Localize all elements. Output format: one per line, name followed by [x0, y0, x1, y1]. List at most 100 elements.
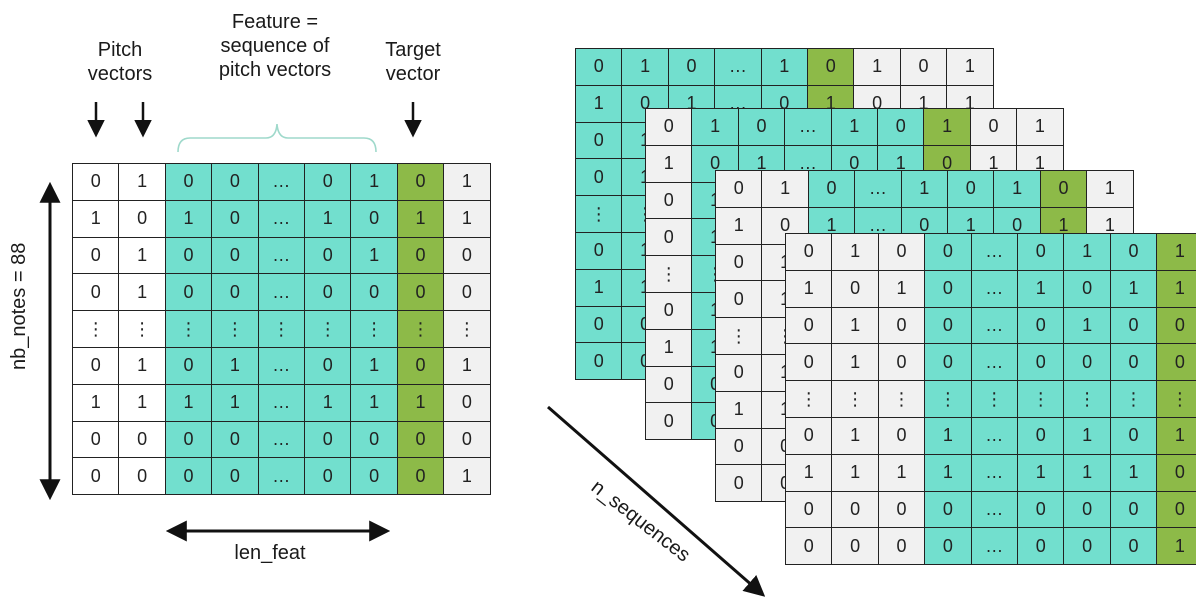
matrix-cell: … [970, 233, 1018, 271]
feature-brace [177, 123, 377, 153]
matrix-cell: 1 [830, 108, 878, 146]
matrix-cell: 0 [72, 236, 120, 275]
matrix-cell: 1 [118, 383, 166, 422]
matrix-cell: 0 [877, 233, 926, 271]
matrix-cell: 0 [645, 292, 693, 330]
matrix-cell: … [257, 383, 305, 422]
matrix-cell: … [970, 417, 1018, 455]
matrix-cell: 1 [1063, 453, 1111, 492]
matrix-cell: 0 [1039, 170, 1088, 208]
matrix-cell: … [854, 170, 902, 208]
matrix-cell: ⋮ [970, 380, 1018, 418]
matrix-cell: 0 [164, 420, 213, 459]
matrix-cell: 0 [785, 490, 833, 529]
matrix-cell: 1 [1156, 233, 1196, 271]
matrix-cell: 0 [350, 273, 398, 312]
matrix-cell: 1 [1156, 417, 1196, 455]
matrix-cell: 1 [831, 306, 879, 345]
matrix-cell: 1 [1109, 453, 1158, 492]
matrix-cell: 1 [443, 163, 491, 201]
matrix-cell: 0 [924, 527, 972, 566]
matrix-cell: 0 [737, 108, 786, 146]
matrix-cell: 0 [785, 233, 833, 271]
label-line: Pitch [97, 39, 143, 61]
matrix-cell: 0 [118, 457, 166, 496]
matrix-cell: 1 [350, 163, 398, 201]
matrix-cell: ⋮ [118, 310, 166, 348]
matrix-cell: … [970, 453, 1018, 492]
matrix-cell: ⋮ [877, 380, 926, 418]
matrix-cell: 0 [72, 457, 120, 496]
matrix-cell: ⋮ [443, 310, 491, 348]
matrix-cell: 1 [877, 453, 926, 492]
matrix-cell: 1 [785, 269, 833, 308]
matrix-cell: 1 [761, 170, 809, 208]
matrix-cell: 1 [924, 417, 972, 455]
matrix-cell: 1 [1156, 269, 1196, 308]
matrix-cell: 1 [785, 453, 833, 492]
matrix-cell: 0 [1156, 453, 1196, 492]
matrix-cell: 0 [924, 233, 972, 271]
matrix-cell: 0 [575, 121, 623, 160]
pitch-vectors-label: Pitch vectors [70, 38, 170, 86]
matrix-cell: ⋮ [1109, 380, 1158, 418]
matrix-cell: 1 [645, 328, 693, 367]
matrix-cell: ⋮ [1156, 380, 1196, 418]
matrix-cell: 1 [1017, 269, 1065, 308]
matrix-cell: … [970, 490, 1018, 529]
matrix-cell: ⋮ [211, 310, 259, 348]
matrix-cell: 1 [164, 383, 213, 422]
feature-label: Feature = sequence of pitch vectors [195, 10, 355, 82]
matrix-cell: 0 [72, 163, 120, 201]
matrix-cell: ⋮ [645, 255, 693, 293]
matrix-cell: 1 [443, 457, 491, 496]
matrix-cell: 1 [831, 343, 879, 382]
matrix-cell: 1 [760, 48, 808, 86]
matrix-cell: 1 [923, 108, 971, 146]
matrix-cell: 1 [831, 417, 879, 455]
matrix-cell: 0 [211, 457, 259, 496]
matrix-cell: 0 [1063, 490, 1111, 529]
matrix-cell: 1 [1156, 527, 1196, 566]
matrix-cell: 1 [946, 48, 994, 86]
matrix-cell: ⋮ [924, 380, 972, 418]
matrix-cell: 0 [807, 48, 855, 86]
matrix-cell: 1 [715, 390, 763, 429]
matrix-cell: 0 [969, 108, 1018, 146]
matrix-cell: 0 [1017, 527, 1065, 566]
matrix-cell: 0 [396, 457, 445, 496]
matrix-cell: ⋮ [575, 195, 623, 233]
label-line: vector [385, 63, 441, 85]
matrix-cell: 0 [211, 163, 259, 201]
matrix-cell: ⋮ [1063, 380, 1111, 418]
matrix-cell: … [257, 347, 305, 385]
label-line: vectors [87, 63, 153, 85]
matrix-cell: 0 [396, 273, 445, 312]
matrix-cell: 0 [1017, 306, 1065, 345]
label-line: pitch vectors [218, 59, 332, 81]
matrix-cell: 0 [1017, 343, 1065, 382]
matrix-cell: ⋮ [350, 310, 398, 348]
matrix-cell: … [970, 269, 1018, 308]
matrix-cell: … [784, 108, 832, 146]
matrix-cell: 1 [1063, 417, 1111, 455]
matrix-cell: 0 [924, 343, 972, 382]
matrix-cell: 0 [877, 108, 925, 146]
matrix-cell: 0 [211, 420, 259, 459]
matrix-cell: 0 [575, 158, 623, 197]
label-line: Target [385, 39, 441, 61]
matrix-cell: 0 [924, 306, 972, 345]
stacked-matrix-4: 0 1 0 0… 0 1 0 1 1 0 1 0… 1 0 1 1 0 1 0 0… 0 1 0 0 0 1 0 0… 0 0 0 0 ⋮ ⋮ ⋮ ⋮… [785, 233, 1196, 566]
matrix-cell: 0 [350, 420, 398, 459]
len-feat-label: len_feat [234, 542, 306, 564]
matrix-cell: 0 [211, 236, 259, 275]
matrix-cell: 1 [853, 48, 901, 86]
matrix-cell: 1 [118, 347, 166, 385]
matrix-cell: 1 [304, 199, 352, 238]
matrix-cell: 0 [1109, 233, 1158, 271]
matrix-cell: 0 [396, 347, 445, 385]
matrix-cell: 0 [877, 306, 926, 345]
matrix-cell: 0 [304, 273, 352, 312]
target-vector-label: Target vector [368, 38, 458, 86]
matrix-cell: 0 [715, 427, 763, 466]
